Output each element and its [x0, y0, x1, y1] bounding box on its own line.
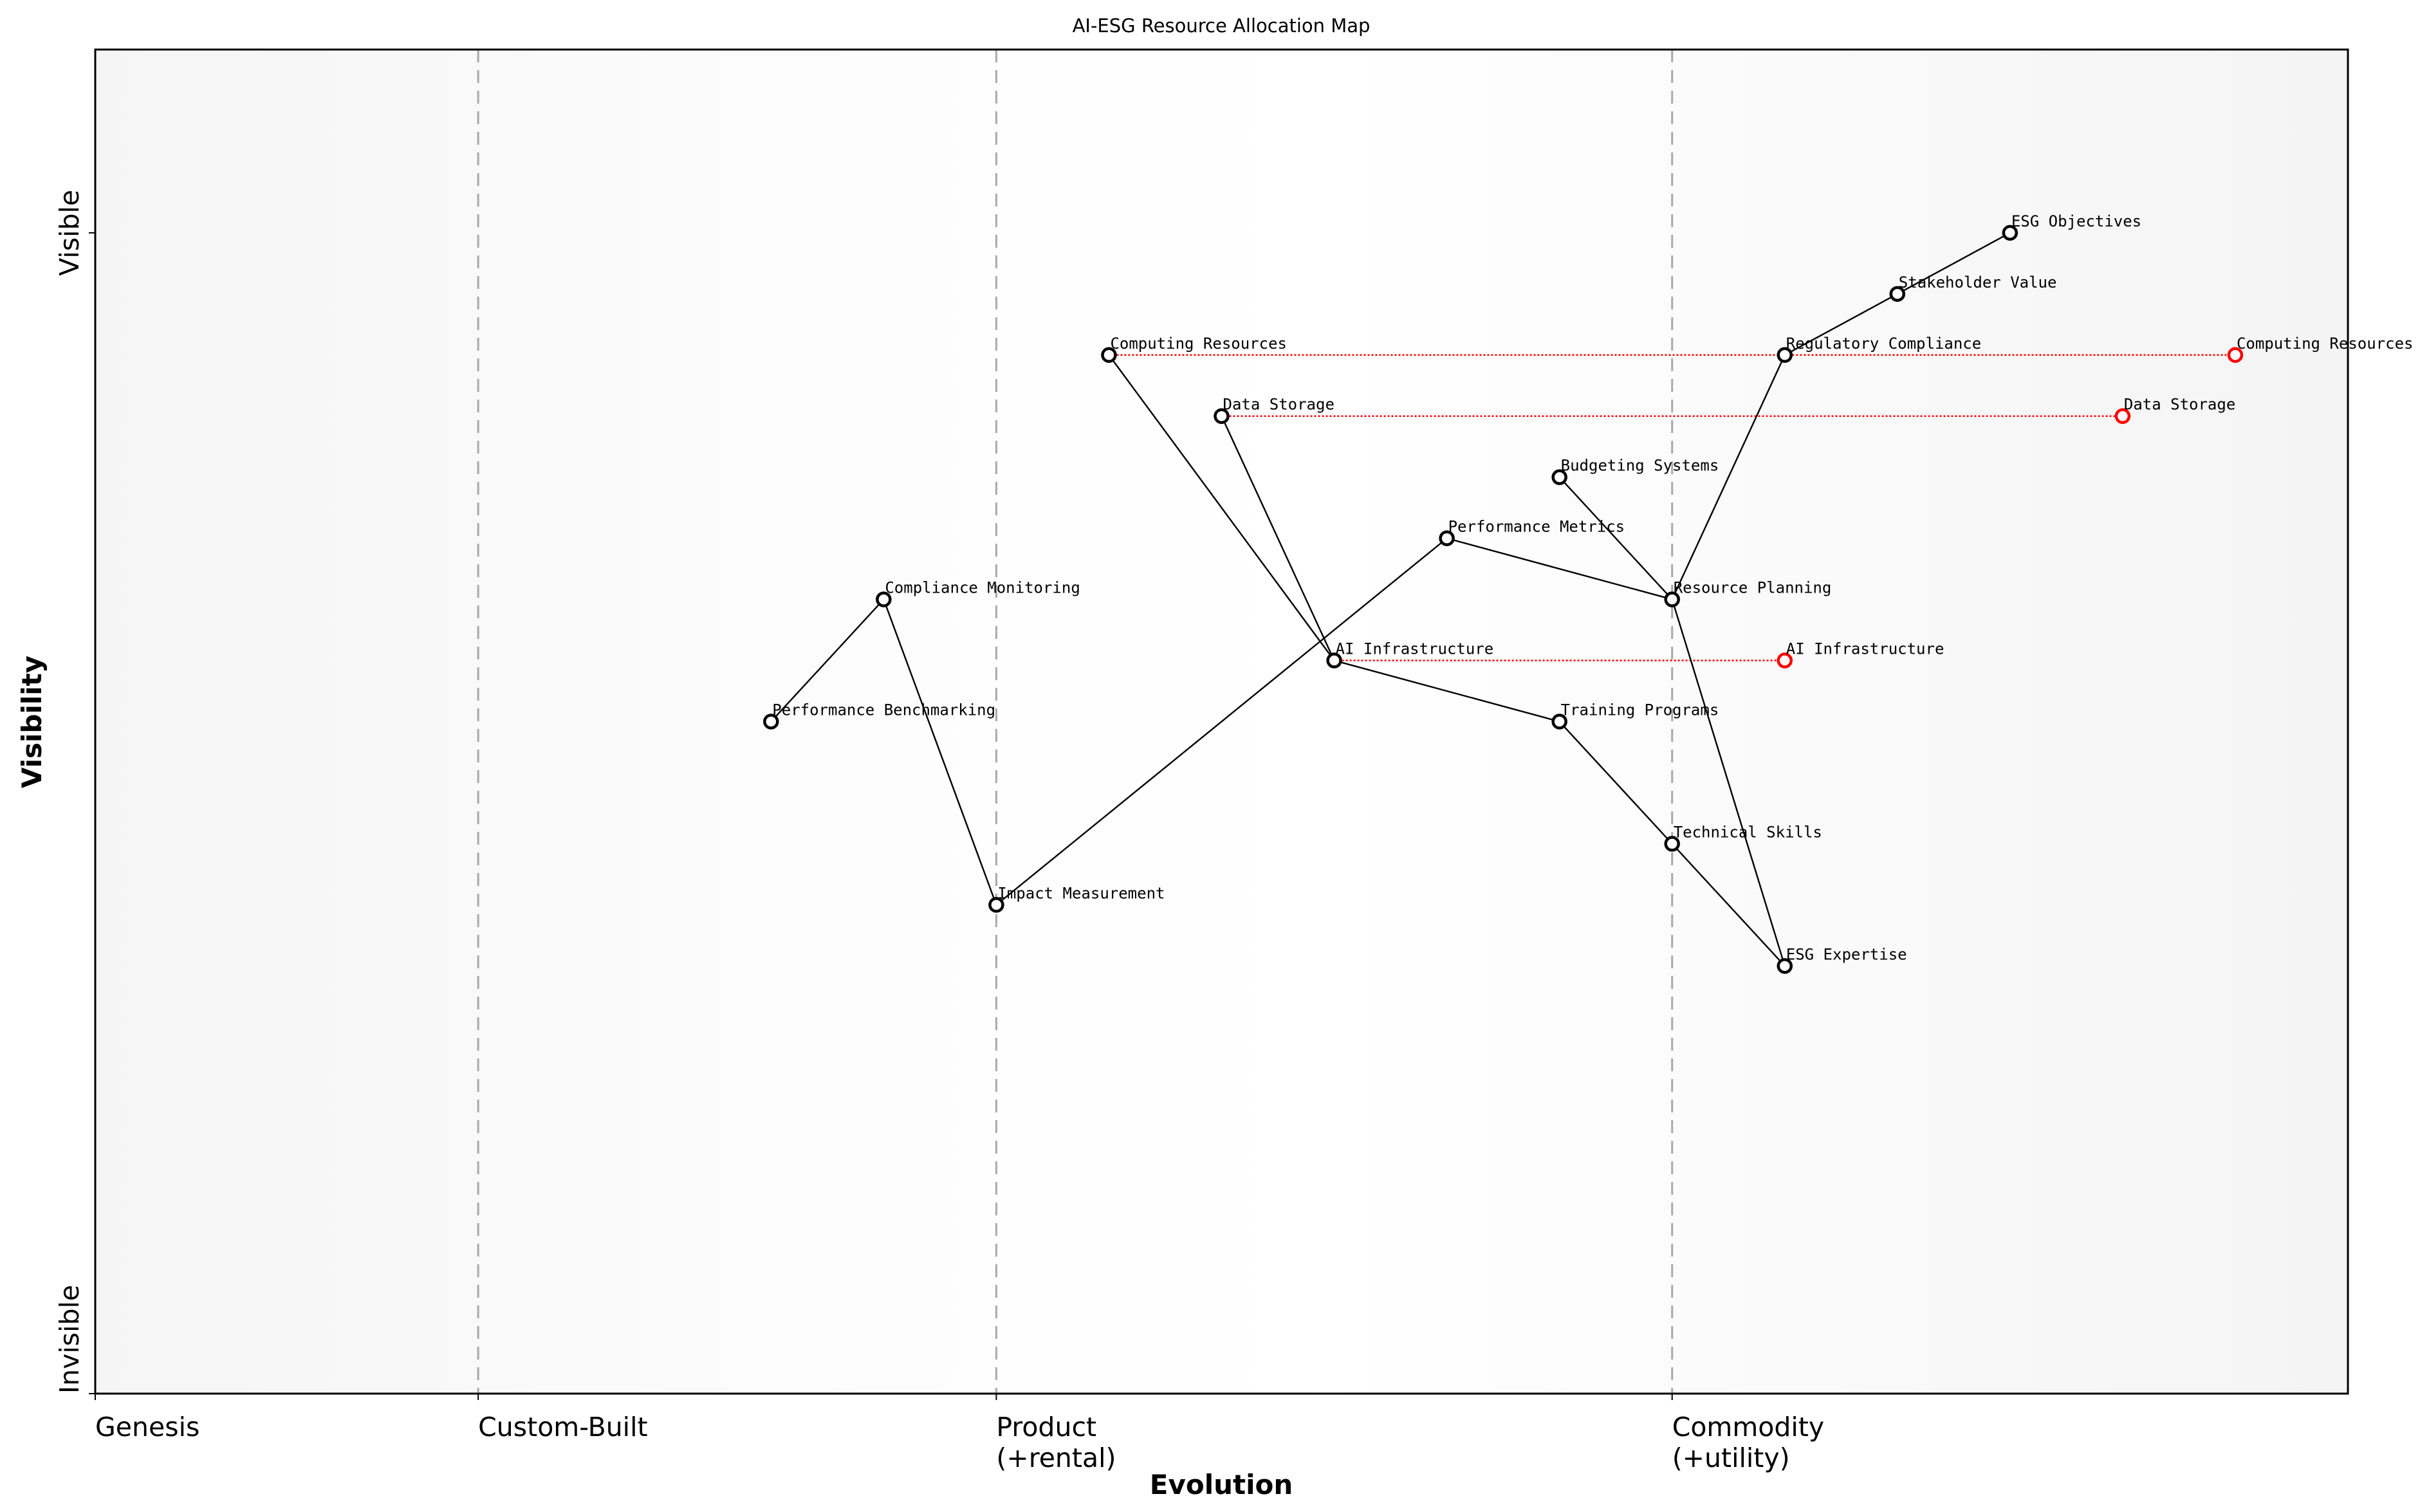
- dependency-link: [1671, 599, 1786, 966]
- dependency-link: [1671, 355, 1786, 600]
- x-axis-label: Evolution: [1150, 1469, 1293, 1500]
- dependency-link: [1558, 721, 1673, 845]
- component-point: [1664, 836, 1680, 852]
- component-point: [2002, 225, 2018, 241]
- component-label: Computing Resources: [1110, 335, 1287, 353]
- component-label: ESG Objectives: [2011, 212, 2141, 230]
- component-point: [1326, 652, 1342, 668]
- component-point: [1777, 347, 1793, 364]
- component-label: Impact Measurement: [997, 884, 1165, 902]
- component-label: AI Infrastructure: [1786, 640, 1944, 658]
- y-axis-label: Visibility: [16, 656, 48, 788]
- component-label: Stakeholder Value: [1899, 273, 2057, 291]
- dependency-link: [995, 537, 1448, 906]
- x-tick-label: Commodity (+utility): [1672, 1412, 1824, 1473]
- component-label: Training Programs: [1561, 701, 1719, 719]
- component-point: [1551, 469, 1567, 485]
- dependency-link: [770, 598, 885, 723]
- component-point: [1664, 591, 1680, 607]
- x-tick-label: Genesis: [95, 1412, 199, 1443]
- component-point: [1551, 714, 1567, 730]
- component-point: [1439, 530, 1455, 546]
- component-label: Resource Planning: [1674, 579, 1832, 597]
- dependency-link: [1671, 843, 1786, 967]
- y-tick-label: Visible: [54, 190, 85, 276]
- component-point: [763, 714, 779, 730]
- dependency-link: [1221, 416, 1335, 661]
- y-tick-label: Invisible: [54, 1285, 85, 1394]
- component-label: Compliance Monitoring: [885, 579, 1080, 597]
- evolved-component-point: [1777, 652, 1793, 668]
- component-point: [1214, 408, 1230, 424]
- component-label: Regulatory Compliance: [1786, 335, 1981, 353]
- component-point: [988, 897, 1004, 913]
- component-point: [876, 591, 892, 607]
- component-point: [1889, 286, 1906, 302]
- component-label: Performance Benchmarking: [772, 701, 995, 719]
- component-label: Data Storage: [1223, 396, 1335, 414]
- x-tick-label: Product (+rental): [996, 1412, 1116, 1473]
- dependency-link: [883, 599, 997, 905]
- component-label: Computing Resources: [2237, 335, 2414, 353]
- component-label: Budgeting Systems: [1561, 457, 1719, 475]
- chart-title: AI-ESG Resource Allocation Map: [1073, 15, 1371, 37]
- component-label: Technical Skills: [1674, 823, 1822, 841]
- dependency-link: [1897, 232, 2011, 295]
- component-label: AI Infrastructure: [1336, 640, 1494, 658]
- dependency-link: [1446, 537, 1673, 600]
- plot-frame: [94, 48, 2349, 1395]
- dependency-link: [1784, 293, 1898, 356]
- dependency-link: [1558, 476, 1673, 600]
- component-label: Performance Metrics: [1448, 518, 1625, 536]
- evolved-component-point: [2227, 347, 2244, 364]
- dependency-link: [1108, 355, 1335, 661]
- component-point: [1101, 347, 1117, 364]
- evolved-component-point: [2114, 408, 2131, 424]
- component-label: ESG Expertise: [1786, 945, 1907, 963]
- component-point: [1777, 958, 1793, 974]
- dependency-link: [1334, 659, 1560, 723]
- x-tick-label: Custom-Built: [478, 1412, 647, 1443]
- component-label: Data Storage: [2124, 396, 2235, 414]
